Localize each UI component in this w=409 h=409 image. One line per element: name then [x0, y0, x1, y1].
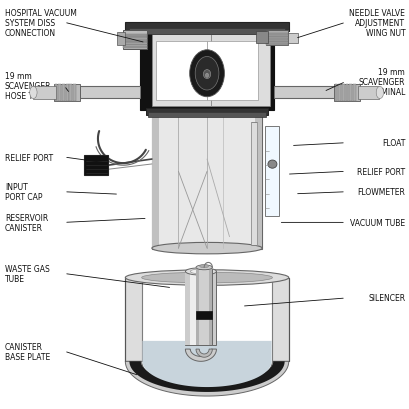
Text: RELIEF PORT: RELIEF PORT [356, 167, 404, 176]
Bar [123, 37, 146, 39]
Polygon shape [125, 362, 288, 396]
Text: WASTE GAS
TUBE: WASTE GAS TUBE [5, 264, 49, 283]
Bar [352, 85, 355, 102]
Text: RESERVOIR
CANISTER: RESERVOIR CANISTER [5, 213, 48, 232]
Text: FLOWMETER: FLOWMETER [357, 188, 404, 197]
Bar [65, 85, 68, 102]
Bar [256, 32, 267, 43]
Bar [80, 87, 139, 99]
Bar [54, 85, 80, 102]
Polygon shape [196, 349, 212, 357]
Bar [54, 85, 57, 102]
Bar [139, 29, 274, 111]
Bar [84, 155, 108, 176]
Bar [211, 272, 216, 345]
Text: VACUUM TUBE: VACUUM TUBE [349, 218, 404, 227]
Ellipse shape [190, 269, 211, 274]
Bar [123, 35, 146, 36]
Ellipse shape [151, 243, 262, 254]
Bar [69, 85, 72, 102]
Bar [58, 85, 61, 102]
Bar [357, 87, 378, 99]
Ellipse shape [125, 270, 288, 285]
Bar [287, 34, 297, 44]
Bar [185, 272, 216, 345]
Ellipse shape [185, 268, 216, 275]
Bar [129, 29, 284, 35]
Bar [196, 270, 198, 345]
Bar [123, 40, 146, 41]
Text: HOSPITAL VACUUM
SYSTEM DISS
CONNECTION: HOSPITAL VACUUM SYSTEM DISS CONNECTION [5, 9, 76, 38]
Bar [334, 85, 337, 102]
Bar [265, 34, 287, 36]
Bar [151, 113, 262, 249]
Ellipse shape [205, 74, 208, 78]
Text: RELIEF PORT: RELIEF PORT [5, 153, 53, 162]
Bar [250, 123, 257, 245]
Ellipse shape [203, 70, 210, 79]
Text: NEEDLE VALVE
ADJUSTMENT
WING NUT: NEEDLE VALVE ADJUSTMENT WING NUT [348, 9, 404, 38]
Text: CANISTER
BASE PLATE: CANISTER BASE PLATE [5, 342, 50, 361]
Ellipse shape [199, 265, 208, 268]
Text: 19 mm
SCAVENGER
HOSE TERMINAL: 19 mm SCAVENGER HOSE TERMINAL [342, 68, 404, 97]
Bar [73, 85, 76, 102]
Bar [333, 85, 360, 102]
Bar [207, 41, 258, 101]
Bar [123, 42, 146, 44]
Bar [117, 33, 125, 46]
Bar [33, 87, 56, 99]
Bar [155, 41, 207, 101]
Bar [145, 109, 267, 116]
Bar [265, 39, 287, 40]
Bar [196, 270, 212, 345]
Bar [345, 85, 348, 102]
Bar [125, 23, 288, 31]
Ellipse shape [267, 161, 276, 169]
Text: 19 mm
SCAVENGER
HOSE TERMINAL: 19 mm SCAVENGER HOSE TERMINAL [5, 72, 67, 101]
Bar [209, 270, 212, 345]
Polygon shape [185, 349, 216, 362]
Bar [341, 85, 344, 102]
Bar [274, 87, 334, 99]
Bar [265, 127, 279, 217]
Bar [147, 113, 265, 118]
Bar [265, 31, 287, 46]
Ellipse shape [29, 87, 37, 99]
Bar [348, 85, 351, 102]
Ellipse shape [375, 87, 383, 99]
Ellipse shape [196, 265, 212, 270]
Polygon shape [129, 362, 284, 392]
Bar [265, 36, 287, 38]
Ellipse shape [195, 57, 218, 91]
Bar [272, 278, 288, 362]
Ellipse shape [142, 272, 272, 283]
Bar [254, 113, 262, 249]
Text: SILENCER: SILENCER [367, 294, 404, 303]
Bar [125, 278, 142, 362]
Bar [211, 35, 270, 107]
Ellipse shape [189, 51, 224, 97]
Bar [151, 113, 159, 249]
Bar [151, 35, 211, 107]
Bar [337, 85, 340, 102]
Polygon shape [142, 341, 271, 387]
Bar [123, 31, 146, 49]
Bar [196, 311, 212, 319]
Text: FLOAT: FLOAT [381, 139, 404, 148]
Bar [123, 47, 146, 49]
Bar [265, 44, 287, 45]
Text: INPUT
PORT CAP: INPUT PORT CAP [5, 183, 42, 202]
Bar [265, 41, 287, 43]
Bar [123, 45, 146, 46]
Bar [62, 85, 65, 102]
Bar [185, 272, 190, 345]
